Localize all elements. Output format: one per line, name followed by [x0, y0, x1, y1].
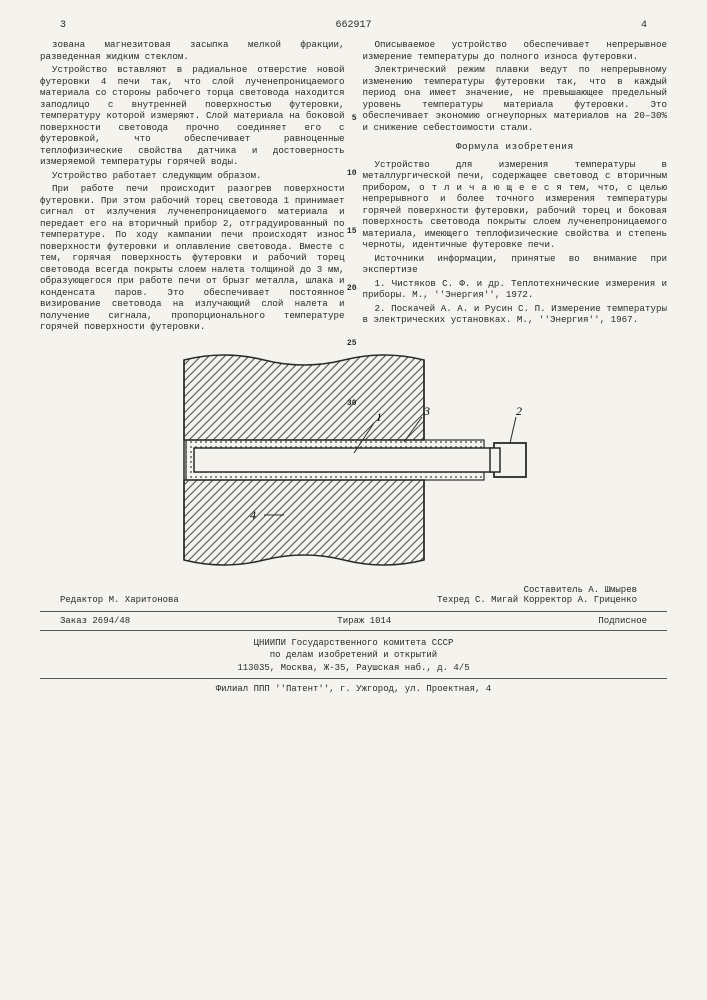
- order-number: Заказ 2694/48: [60, 616, 130, 626]
- formula-title: Формула изобретения: [363, 141, 668, 153]
- line-mark-5: 5: [352, 114, 357, 124]
- paragraph: зована магнезитовая засыпка мелкой фракц…: [40, 39, 345, 62]
- page-number-left: 3: [60, 20, 66, 31]
- credits-block: Составитель А. Шмырев Редактор М. Харито…: [40, 585, 667, 605]
- right-column: Описываемое устройство обеспечивает непр…: [363, 39, 668, 335]
- techred-credit: Техред С. Мигай Корректор А. Гриценко: [437, 595, 637, 605]
- tirazh: Тираж 1014: [337, 616, 391, 626]
- footer-line: ЦНИИПИ Государственного комитета СССР: [40, 637, 667, 650]
- compiler-credit: Составитель А. Шмырев: [40, 585, 637, 595]
- footer-lines: ЦНИИПИ Государственного комитета СССР по…: [40, 637, 667, 696]
- figure-label-1: 1: [376, 410, 382, 424]
- technical-figure: 1 3 2 4: [40, 345, 667, 575]
- document-page: { "header": { "page_left": "3", "doc_num…: [0, 0, 707, 1000]
- sign: Подписное: [598, 616, 647, 626]
- editor-credit: Редактор М. Харитонова: [40, 595, 179, 605]
- figure-svg: 1 3 2 4: [164, 345, 544, 575]
- line-mark-20: 20: [347, 284, 357, 294]
- figure-label-3: 3: [423, 404, 430, 418]
- line-mark-25: 25: [347, 339, 357, 349]
- line-mark-10: 10: [347, 169, 357, 179]
- figure-label-4: 4: [250, 508, 256, 522]
- paragraph: Устройство для измерения температуры в м…: [363, 159, 668, 251]
- footer-line: по делам изобретений и открытий: [40, 649, 667, 662]
- footer-line: Филиал ППП ''Патент'', г. Ужгород, ул. П…: [40, 678, 667, 696]
- paragraph: 2. Поскачей А. А. и Русин С. П. Измерени…: [363, 303, 668, 326]
- paragraph: Источники информации, принятые во вниман…: [363, 253, 668, 276]
- figure-label-2: 2: [516, 404, 522, 418]
- paragraph: Устройство вставляют в радиальное отверс…: [40, 64, 345, 168]
- document-number: 662917: [335, 20, 371, 31]
- paragraph: 1. Чистяков С. Ф. и др. Теплотехнические…: [363, 278, 668, 301]
- paragraph: При работе печи происходит разогрев пове…: [40, 183, 345, 333]
- page-header: 3 662917 4: [40, 20, 667, 31]
- page-number-right: 4: [641, 20, 647, 31]
- paragraph: Устройство работает следующим образом.: [40, 170, 345, 182]
- footer-bar: Заказ 2694/48 Тираж 1014 Подписное: [40, 611, 667, 631]
- footer-line: 113035, Москва, Ж-35, Раушская наб., д. …: [40, 662, 667, 675]
- paragraph: Описываемое устройство обеспечивает непр…: [363, 39, 668, 62]
- text-columns: 5 10 15 20 25 30 зована магнезитовая зас…: [40, 39, 667, 335]
- left-column: 5 10 15 20 25 30 зована магнезитовая зас…: [40, 39, 345, 335]
- line-mark-30: 30: [347, 399, 357, 409]
- paragraph: Электрический режим плавки ведут по непр…: [363, 64, 668, 133]
- line-mark-15: 15: [347, 227, 357, 237]
